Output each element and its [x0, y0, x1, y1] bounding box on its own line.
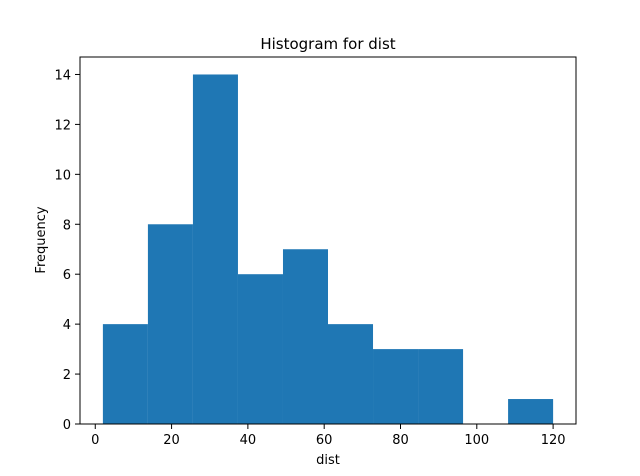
x-tick-label: 0 — [91, 433, 99, 448]
y-tick-label: 0 — [63, 418, 71, 433]
x-tick-label: 40 — [240, 433, 257, 448]
y-axis-ticks: 0 2 4 6 8 10 12 14 — [54, 68, 80, 433]
histogram-bar — [237, 274, 283, 424]
histogram-bar — [147, 224, 193, 424]
histogram-bar — [373, 349, 419, 424]
histogram-bar — [282, 249, 328, 424]
histogram-bar — [418, 349, 464, 424]
histogram-bar — [192, 74, 238, 424]
histogram-bar — [102, 324, 148, 424]
y-tick-label: 4 — [63, 318, 71, 333]
y-tick-label: 14 — [54, 68, 71, 83]
y-tick-label: 6 — [63, 268, 71, 283]
x-axis-ticks: 0 20 40 60 80 100 120 — [91, 424, 566, 448]
histogram-bar — [328, 324, 374, 424]
x-tick-label: 20 — [163, 433, 180, 448]
x-tick-label: 60 — [316, 433, 333, 448]
x-tick-label: 100 — [464, 433, 489, 448]
bars-group — [102, 74, 554, 424]
y-tick-label: 10 — [54, 168, 71, 183]
chart-title: Histogram for dist — [260, 35, 395, 53]
y-tick-label: 8 — [63, 218, 71, 233]
y-axis-label: Frequency — [34, 206, 49, 273]
plot-frame — [79, 56, 577, 425]
y-tick-label: 12 — [54, 118, 71, 133]
x-axis-label: dist — [316, 453, 340, 468]
x-tick-label: 80 — [392, 433, 409, 448]
histogram-bar — [508, 399, 554, 424]
y-tick-label: 2 — [63, 368, 71, 383]
x-tick-label: 120 — [541, 433, 566, 448]
